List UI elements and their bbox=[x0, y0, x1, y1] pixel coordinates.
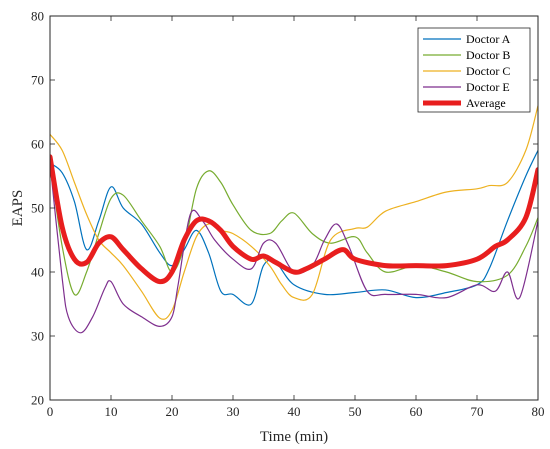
ticks-layer: 0 10 20 30 40 50 60 70 80 20 30 40 50 60 70 80 bbox=[31, 9, 545, 420]
series-layer bbox=[50, 105, 538, 334]
x-tick-label: 10 bbox=[105, 404, 118, 419]
legend-entry: Doctor A bbox=[466, 32, 511, 46]
x-tick-label: 80 bbox=[532, 404, 545, 419]
x-tick-label: 60 bbox=[410, 404, 423, 419]
series-line-doctor-a bbox=[50, 149, 538, 306]
legend: Doctor A Doctor B Doctor C Doctor E Average bbox=[417, 27, 531, 113]
x-tick-label: 50 bbox=[349, 404, 362, 419]
x-tick-label: 40 bbox=[288, 404, 301, 419]
y-tick-label: 40 bbox=[31, 265, 44, 280]
y-axis-label: EAPS bbox=[10, 190, 26, 227]
y-tick-label: 80 bbox=[31, 9, 44, 24]
legend-entry: Average bbox=[466, 96, 506, 110]
y-tick-label: 20 bbox=[31, 393, 44, 408]
legend-entry: Doctor B bbox=[466, 48, 510, 62]
legend-box bbox=[417, 27, 531, 113]
y-tick-label: 70 bbox=[31, 73, 44, 88]
x-axis-label: Time (min) bbox=[260, 429, 328, 445]
y-tick-label: 30 bbox=[31, 329, 44, 344]
legend-entry: Doctor E bbox=[466, 80, 510, 94]
series-line-doctor-e bbox=[50, 162, 538, 334]
series-line-average bbox=[50, 154, 538, 285]
x-tick-label: 70 bbox=[471, 404, 484, 419]
x-tick-label: 30 bbox=[227, 404, 240, 419]
legend-entry: Doctor C bbox=[466, 64, 510, 78]
series-line-doctor-c bbox=[50, 105, 538, 320]
x-tick-label: 0 bbox=[47, 404, 54, 419]
x-tick-label: 20 bbox=[166, 404, 179, 419]
y-tick-label: 50 bbox=[31, 201, 44, 216]
y-tick-label: 60 bbox=[31, 137, 44, 152]
